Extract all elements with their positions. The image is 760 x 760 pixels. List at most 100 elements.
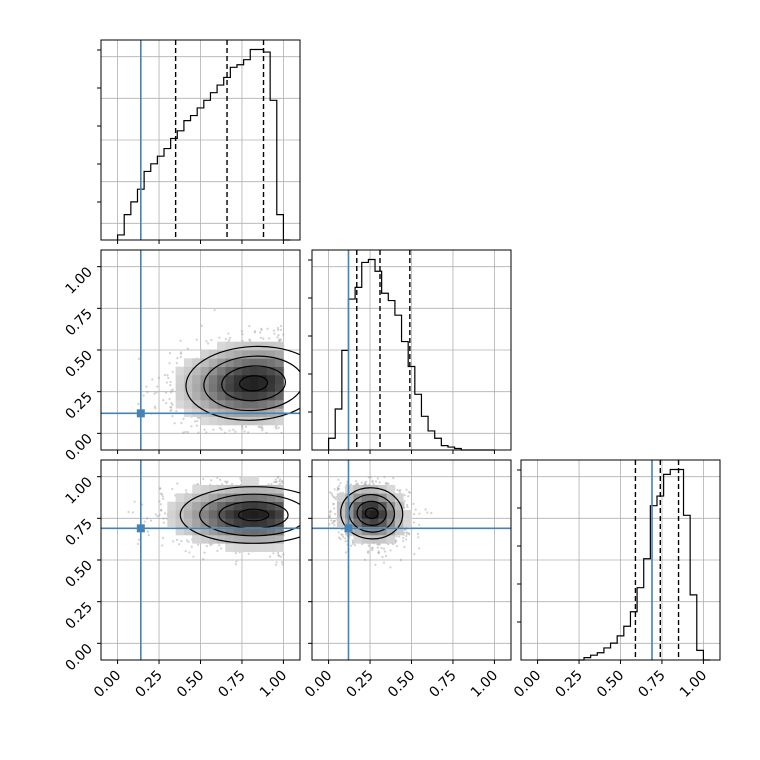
- density-cell: [192, 485, 201, 494]
- scatter-point: [394, 540, 398, 543]
- density-cell: [386, 518, 396, 527]
- density-cell: [175, 518, 185, 527]
- scatter-point: [196, 483, 199, 486]
- density-cell: [175, 375, 185, 384]
- density-cell: [192, 510, 201, 519]
- density-cell: [403, 510, 412, 519]
- histogram-step: [116, 48, 291, 241]
- scatter-point: [266, 327, 269, 330]
- scatter-point: [382, 561, 386, 564]
- scatter-point: [210, 338, 213, 342]
- scatter-point: [277, 426, 280, 429]
- scatter-point: [197, 431, 200, 434]
- density-cell: [336, 518, 346, 527]
- scatter-point: [372, 483, 375, 486]
- scatter-point: [336, 487, 340, 490]
- scatter-point: [156, 385, 159, 388]
- density-cell: [275, 358, 284, 367]
- density-cell: [370, 526, 379, 536]
- density-cell: [250, 358, 259, 367]
- density-cell: [266, 366, 276, 376]
- density-cell: [275, 518, 284, 527]
- scatter-point: [367, 476, 370, 479]
- y-tick-label: 1.00: [62, 264, 95, 297]
- scatter-point: [279, 325, 283, 328]
- density-cell: [370, 518, 379, 527]
- density-cell: [225, 350, 234, 359]
- scatter-point: [131, 511, 134, 514]
- x-tick-label: 0.50: [174, 668, 207, 701]
- scatter-point: [350, 544, 353, 547]
- scatter-point: [351, 539, 354, 542]
- y-tick-label: 0.75: [62, 306, 95, 339]
- scatter-point: [193, 420, 197, 423]
- scatter-point: [341, 533, 344, 537]
- scatter-point: [161, 544, 164, 547]
- scatter-point: [389, 566, 392, 569]
- scatter-point: [260, 327, 263, 330]
- density-cell: [241, 535, 251, 544]
- scatter-point: [337, 531, 340, 534]
- density-cell: [345, 501, 354, 511]
- density-cell: [208, 535, 218, 544]
- scatter-point: [336, 489, 339, 492]
- scatter-point: [279, 338, 283, 341]
- scatter-point: [275, 427, 278, 430]
- scatter-point: [328, 491, 332, 494]
- density-cell: [233, 341, 243, 351]
- density-cell: [394, 501, 404, 511]
- scatter-point: [279, 478, 282, 481]
- density-cell: [225, 375, 234, 384]
- density-cell: [208, 366, 218, 376]
- scatter-point: [154, 513, 157, 516]
- scatter-point: [171, 403, 174, 407]
- scatter-point: [142, 394, 145, 397]
- joint-content: [101, 460, 300, 660]
- scatter-point: [330, 519, 333, 522]
- density-cell: [200, 350, 210, 359]
- density-cell: [241, 383, 251, 392]
- density-cell: [266, 501, 276, 511]
- scatter-point: [371, 546, 374, 550]
- scatter-point: [248, 338, 251, 341]
- density-cell: [200, 366, 210, 376]
- scatter-point: [371, 548, 374, 552]
- scatter-point: [203, 428, 206, 431]
- density-cell: [183, 366, 193, 376]
- density-cell: [200, 493, 210, 502]
- scatter-point: [141, 503, 144, 506]
- scatter-point: [417, 536, 420, 539]
- density-cell: [266, 485, 276, 494]
- scatter-point: [398, 490, 401, 493]
- scatter-point: [127, 510, 130, 514]
- scatter-point: [282, 333, 285, 336]
- scatter-point: [276, 476, 280, 479]
- scatter-point: [136, 542, 140, 546]
- scatter-point: [165, 381, 169, 384]
- scatter-point: [173, 422, 176, 425]
- scatter-point: [331, 522, 334, 525]
- scatter-point: [229, 336, 232, 339]
- density-cell: [275, 526, 284, 536]
- density-cell: [241, 526, 251, 536]
- scatter-point: [210, 479, 213, 482]
- scatter-point: [185, 539, 189, 542]
- scatter-point: [281, 479, 284, 483]
- scatter-point: [383, 550, 387, 553]
- density-cell: [183, 501, 193, 511]
- density-cell: [200, 526, 210, 536]
- density-cell: [258, 350, 268, 359]
- density-cell: [183, 383, 193, 392]
- scatter-point: [216, 549, 219, 552]
- scatter-point: [162, 399, 165, 402]
- density-cell: [241, 518, 251, 527]
- density-cell: [192, 358, 201, 367]
- scatter-point: [418, 523, 421, 527]
- scatter-point: [168, 397, 171, 401]
- x-tick-label: 0.75: [215, 668, 248, 701]
- density-cell: [175, 400, 185, 409]
- scatter-point: [405, 531, 408, 534]
- scatter-point: [265, 431, 268, 434]
- density-cell: [217, 341, 226, 351]
- density-cell: [266, 526, 276, 536]
